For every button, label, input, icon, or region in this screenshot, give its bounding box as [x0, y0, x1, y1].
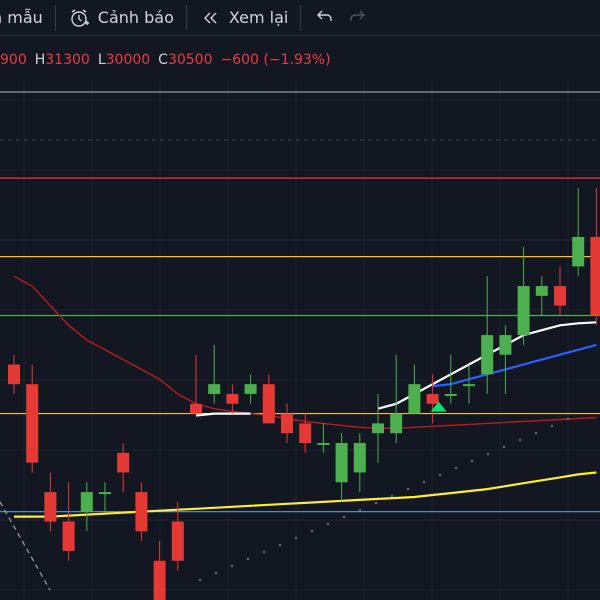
- replay-label: Xem lại: [228, 8, 289, 27]
- candle-down-body: [281, 413, 293, 434]
- high-key: H: [34, 52, 46, 68]
- candle-down-body: [426, 393, 439, 404]
- replay-button[interactable]: Xem lại: [187, 0, 300, 36]
- top-toolbar: n mẫu Cảnh báo Xem lại: [0, 0, 600, 36]
- candle-up-body: [481, 335, 494, 375]
- ohlc-legend: 900 H 31300 L 30000 C 30500 −600 (−1.93%…: [0, 52, 331, 72]
- open-value: 900: [0, 52, 27, 68]
- sar-dot: [470, 459, 474, 463]
- candle-down-body: [190, 403, 202, 414]
- sar-dot: [214, 571, 218, 575]
- candle-down-body: [590, 236, 600, 316]
- candle-down-body: [226, 393, 239, 404]
- sar-dot: [310, 529, 314, 533]
- toolbar-divider: [185, 4, 187, 31]
- candle-down-body: [299, 423, 312, 444]
- template-label: n mẫu: [0, 8, 43, 27]
- price-chart-svg[interactable]: [0, 80, 600, 600]
- candle-down-body: [554, 286, 566, 306]
- candle-up-body: [517, 286, 530, 336]
- sar-dot: [422, 480, 426, 484]
- close-value: 30500: [167, 52, 213, 68]
- sar-dot: [486, 452, 490, 456]
- sar-dot: [390, 494, 394, 498]
- sar-dot: [262, 550, 266, 554]
- candle-up-body: [572, 236, 585, 267]
- sar-dot: [502, 445, 506, 449]
- sar-dot: [198, 578, 202, 582]
- alert-label: Cảnh báo: [97, 8, 174, 27]
- toolbar-divider: [300, 4, 302, 31]
- alert-button[interactable]: Cảnh báo: [56, 0, 186, 36]
- moving-average-blue-line: [432, 343, 597, 388]
- toolbar-divider: [54, 4, 56, 31]
- candle-down-body: [135, 492, 148, 532]
- price-chart[interactable]: [0, 80, 600, 600]
- candle-down-body: [8, 364, 20, 385]
- candle-down-body: [44, 492, 57, 522]
- buy-signal-triangle: [430, 401, 447, 412]
- candle-up-body: [244, 384, 257, 394]
- sar-dot: [566, 417, 570, 421]
- sar-dot: [534, 431, 538, 435]
- candle-down-body: [62, 521, 75, 551]
- candle-up-body: [99, 492, 111, 495]
- undo-icon: [315, 6, 335, 30]
- sar-dot: [342, 515, 346, 519]
- candle-up-body: [444, 393, 457, 396]
- dashed-trend-line: [0, 501, 51, 591]
- candle-up-body: [317, 443, 330, 446]
- sar-dot: [326, 522, 330, 526]
- candle-up-body: [80, 492, 93, 512]
- redo-icon: [347, 6, 367, 30]
- moving-average-yellow-line: [14, 471, 597, 518]
- candle-up-body: [353, 443, 366, 473]
- sar-dot: [454, 466, 458, 470]
- redo-button[interactable]: [341, 8, 373, 28]
- candle-up-body: [408, 384, 421, 414]
- candle-down-body: [153, 560, 166, 600]
- undo-button[interactable]: [309, 8, 341, 28]
- sar-dot: [278, 543, 282, 547]
- candle-up-body: [535, 286, 548, 296]
- sar-dot: [230, 564, 234, 568]
- candle-down-body: [171, 521, 184, 561]
- change-value: −600 (−1.93%): [220, 52, 331, 68]
- candle-up-body: [390, 413, 403, 434]
- rewind-icon: [199, 7, 221, 29]
- candle-up-body: [499, 335, 512, 355]
- alarm-clock-icon: [68, 7, 90, 29]
- sar-dot: [406, 487, 410, 491]
- candle-down-body: [26, 384, 39, 463]
- candle-up-body: [335, 443, 348, 483]
- candle-up-body: [208, 384, 221, 394]
- candle-up-body: [463, 384, 475, 387]
- sar-dot: [550, 424, 554, 428]
- candle-down-body: [117, 452, 130, 473]
- candle-up-body: [372, 423, 384, 434]
- low-value: 30000: [105, 52, 151, 68]
- template-button[interactable]: n mẫu: [0, 0, 55, 36]
- close-key: C: [158, 52, 168, 68]
- sar-dot: [358, 508, 362, 512]
- candle-down-body: [262, 384, 275, 424]
- sar-dot: [374, 501, 378, 505]
- high-value: 31300: [45, 52, 90, 68]
- low-key: L: [97, 52, 106, 68]
- sar-dot: [518, 438, 522, 442]
- sar-dot: [438, 473, 442, 477]
- sar-dot: [294, 536, 298, 540]
- sar-dot: [246, 557, 250, 561]
